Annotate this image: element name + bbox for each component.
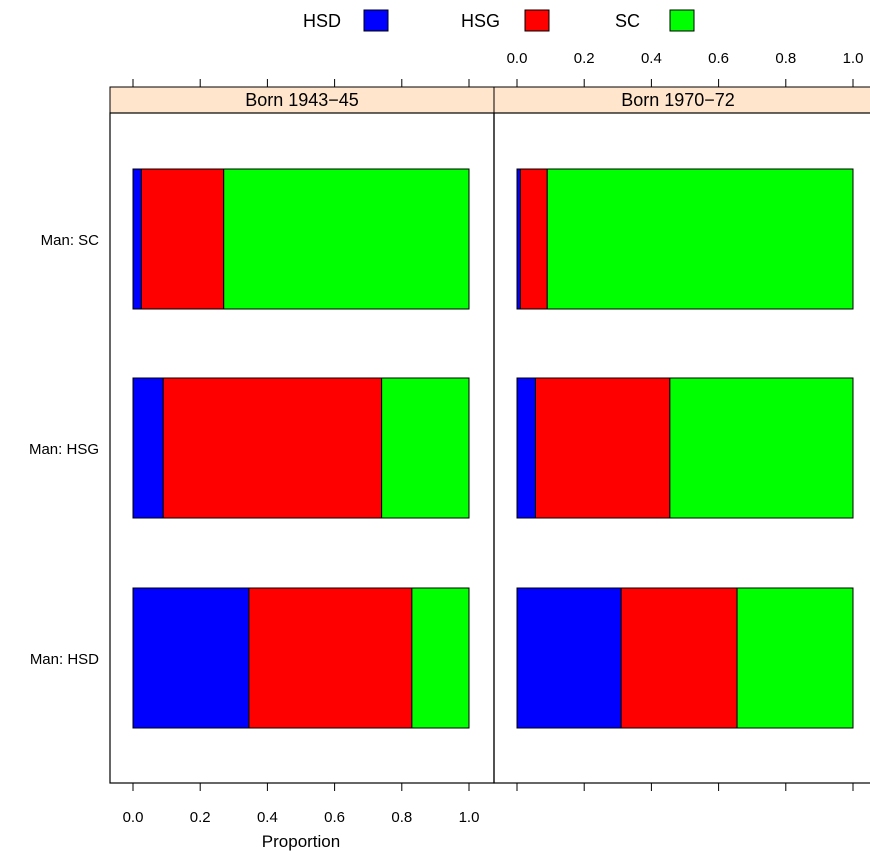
x-tick-label: 0.0 — [123, 809, 144, 826]
legend: HSD HSG SC — [303, 9, 695, 32]
y-tick-label: Man: SC — [41, 232, 100, 249]
x-tick-label-top: 0.8 — [775, 50, 796, 67]
panel-strip — [493, 86, 870, 114]
x-tick-label-top: 0.4 — [641, 50, 662, 67]
bar-hsg-man-sc — [140, 168, 225, 310]
x-tick-label-top: 1.0 — [843, 50, 864, 67]
bar-sc-man-hsg — [669, 377, 854, 519]
legend-label-sc: SC — [615, 11, 640, 31]
axes: 0.0 0.2 0.4 0.6 0.8 1.0 0.0 0.2 0.4 0.6 0.8 1.0 Man:… — [29, 50, 863, 826]
bar-hsg-man-sc — [519, 168, 548, 310]
legend-swatch-hsg — [524, 9, 550, 32]
bar-hsd-man-hsd — [132, 587, 250, 729]
x-tick-label: 0.4 — [257, 809, 278, 826]
x-tick-label: 0.6 — [324, 809, 345, 826]
bar-hsd-man-hsg — [132, 377, 164, 519]
legend-swatch-hsd — [363, 9, 389, 32]
bar-hsg-man-hsg — [162, 377, 383, 519]
bar-sc-man-sc — [546, 168, 854, 310]
bar-hsd-man-hsg — [516, 377, 536, 519]
panel-born-1970-72: Born 1970−72 — [493, 86, 870, 784]
bar-sc-man-sc — [223, 168, 470, 310]
bar-hsd-man-sc — [132, 168, 142, 310]
bar-sc-man-hsd — [736, 587, 854, 729]
x-tick-label: 1.0 — [459, 809, 480, 826]
x-tick-label-top: 0.0 — [507, 50, 528, 67]
x-tick-label: 0.8 — [391, 809, 412, 826]
panel-born-1943-45: Born 1943−45 — [109, 86, 495, 784]
x-axis-label: Proportion — [262, 832, 340, 851]
legend-label-hsg: HSG — [461, 11, 500, 31]
legend-swatch-sc — [669, 9, 695, 32]
bar-hsg-man-hsd — [248, 587, 413, 729]
panel-strip — [109, 86, 495, 114]
panels: Born 1943−45 Born 1970−72 — [109, 86, 870, 784]
y-tick-label: Man: HSD — [30, 651, 99, 668]
bar-hsd-man-hsd — [516, 587, 622, 729]
panel-frame — [493, 112, 870, 784]
bar-hsd-man-sc — [516, 168, 521, 310]
bar-hsg-man-hsg — [534, 377, 671, 519]
y-tick-label: Man: HSG — [29, 441, 99, 458]
x-tick-label: 0.2 — [190, 809, 211, 826]
x-tick-label-top: 0.6 — [708, 50, 729, 67]
panel-title: Born 1970−72 — [621, 90, 735, 110]
legend-label-hsd: HSD — [303, 11, 341, 31]
x-tick-label-top: 0.2 — [574, 50, 595, 67]
bar-hsg-man-hsd — [620, 587, 738, 729]
bar-sc-man-hsg — [381, 377, 470, 519]
bar-sc-man-hsd — [411, 587, 470, 729]
panel-title: Born 1943−45 — [245, 90, 359, 110]
